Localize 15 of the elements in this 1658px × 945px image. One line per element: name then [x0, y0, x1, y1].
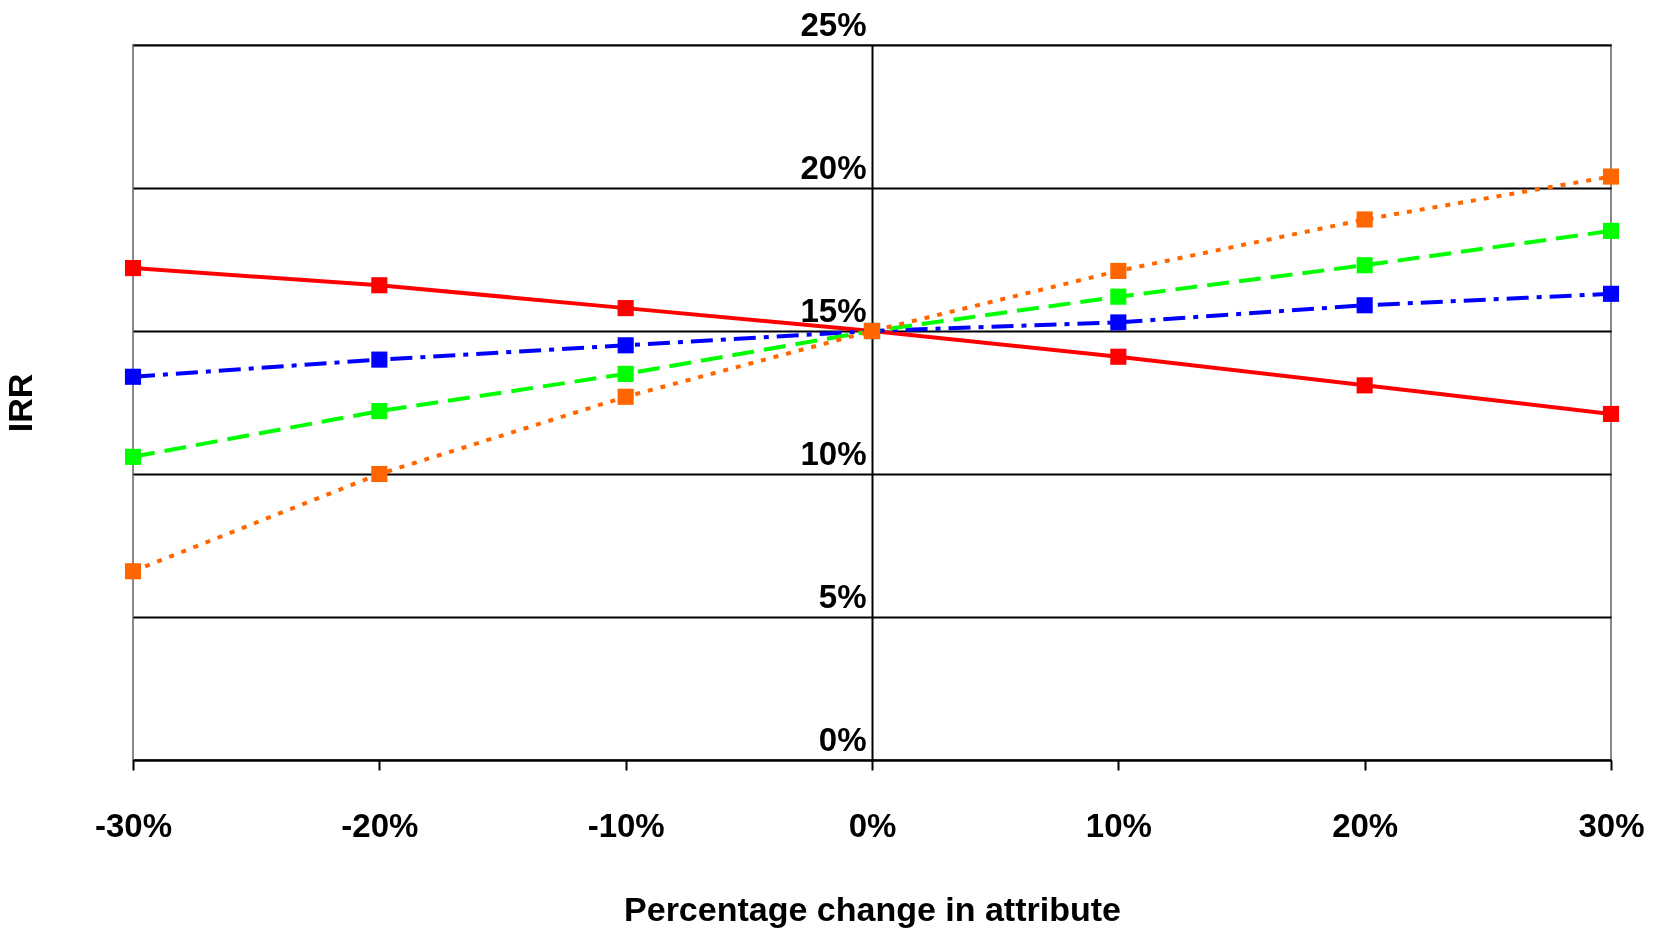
- x-tick-label: 0%: [848, 806, 897, 844]
- y-tick-label: 15%: [800, 291, 867, 329]
- y-tick-label: 20%: [800, 148, 867, 186]
- x-axis-title: Percentage change in attribute: [624, 889, 1121, 928]
- x-tick-label: 30%: [1578, 806, 1645, 844]
- y-tick-label: 0%: [818, 720, 867, 758]
- y-axis-title: IRR: [0, 373, 39, 433]
- y-tick-label: 25%: [800, 5, 867, 43]
- x-tick-label: -30%: [94, 806, 173, 844]
- x-tick-label: -20%: [341, 806, 419, 844]
- x-tick-label: 10%: [1085, 806, 1152, 844]
- y-tick-label: 5%: [818, 577, 867, 615]
- x-tick-label: 20%: [1332, 806, 1399, 844]
- x-tick-label: -10%: [587, 806, 665, 844]
- y-tick-label: 10%: [800, 434, 867, 472]
